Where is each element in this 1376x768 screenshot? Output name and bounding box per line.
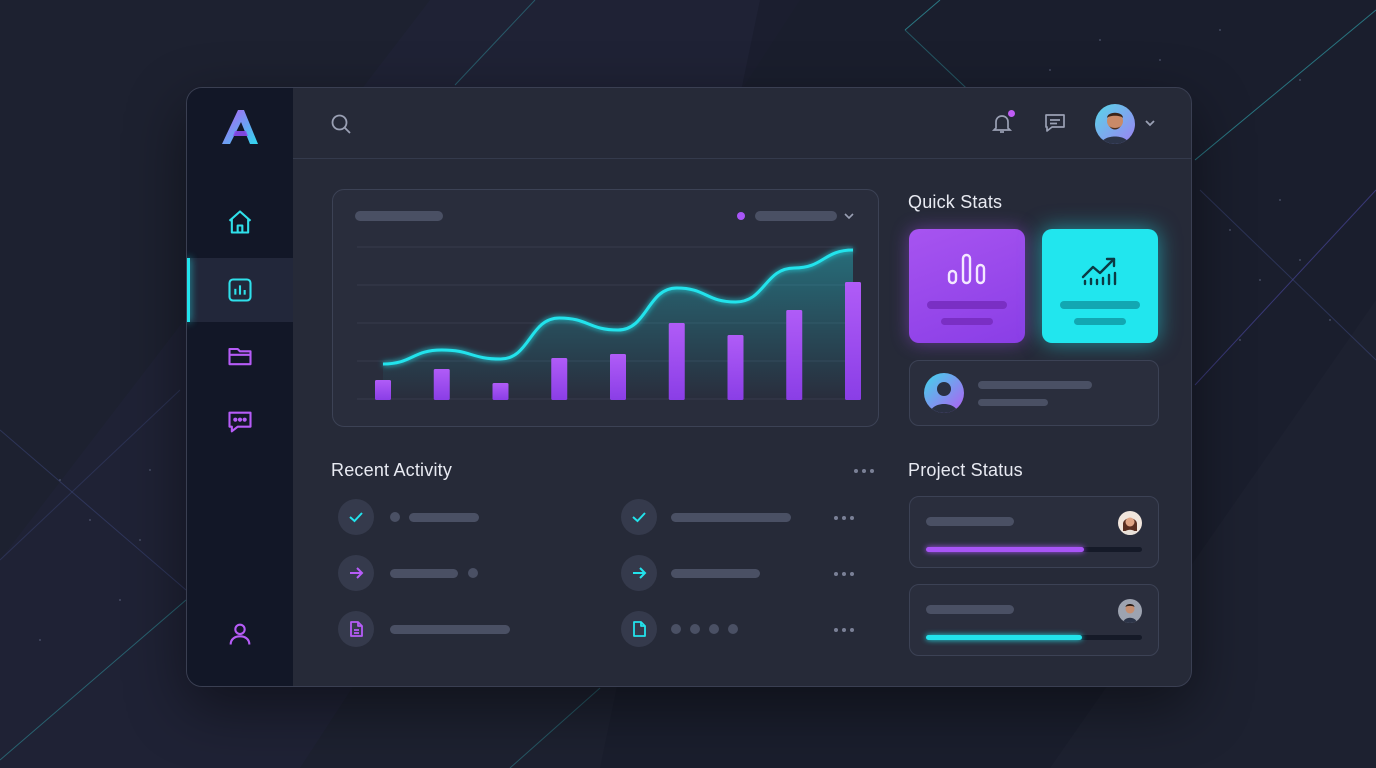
project-name-placeholder [926,605,1014,614]
chart-bar [610,354,626,400]
chart-bar [492,383,509,400]
user-role-placeholder [978,399,1048,406]
project-progress-fill [926,635,1082,640]
home-icon [228,210,252,234]
bar-chart-icon [947,253,986,285]
more-horizontal-icon[interactable] [854,469,874,473]
activity-dot [390,512,400,522]
activity-icon-file [621,611,657,647]
avatar [1118,599,1142,623]
activity-text-placeholder [671,569,760,578]
sidebar-item-files[interactable] [187,324,293,388]
chart-bar [375,380,391,400]
project-progress-fill [926,547,1084,552]
message-icon [1045,114,1065,132]
legend-dot [737,212,745,220]
sidebar-item-home[interactable] [187,190,293,254]
project-name-placeholder [926,517,1014,526]
period-selector-placeholder[interactable] [755,211,837,221]
chart-bar [845,282,861,400]
avatar [1118,511,1142,535]
user-summary-card[interactable] [909,360,1159,426]
project-card[interactable] [909,584,1159,656]
chart-title-placeholder [355,211,443,221]
user-avatar[interactable] [1095,104,1135,144]
stat-sub-placeholder [1074,318,1126,325]
quick-stat-card-purple[interactable] [909,229,1025,343]
sidebar-item-analytics[interactable] [187,258,293,322]
chevron-down-icon [1145,120,1155,127]
quick-stat-card-cyan[interactable] [1042,229,1158,343]
combo-chart [357,246,861,400]
avatar [924,373,964,413]
avatar-portrait [1101,112,1129,144]
loading-dots [671,624,738,634]
activity-icon-arrow [338,555,374,591]
analytics-chart-card [332,189,879,427]
sidebar-item-messages[interactable] [187,390,293,454]
search-icon [331,114,351,134]
activity-icon-check [621,499,657,535]
arrow-right-icon [350,567,364,579]
project-status-title: Project Status [908,460,1023,480]
avatar-portrait [1122,517,1138,535]
user-icon [229,623,251,645]
activity-text-placeholder [390,625,510,634]
notifications-button[interactable] [989,110,1015,136]
user-silhouette-icon [930,382,958,413]
chat-icon [228,411,252,433]
more-horizontal-icon[interactable] [834,516,854,520]
stat-label-placeholder [927,301,1007,309]
activity-icon-file [338,611,374,647]
stat-label-placeholder [1060,301,1140,309]
chart-bar [727,335,744,400]
activity-text-placeholder [671,513,791,522]
chevron-down-icon[interactable] [843,210,855,222]
chart-bar [668,323,685,400]
avatar-portrait [1123,604,1137,623]
notification-dot [1008,110,1015,117]
folder-icon [228,347,252,366]
trending-up-icon [1081,257,1117,286]
recent-activity-title: Recent Activity [331,460,453,480]
dashboard-window: Quick Stats Recent Activity [186,87,1192,687]
more-horizontal-icon[interactable] [834,628,854,632]
activity-text-placeholder [390,569,458,578]
activity-text-placeholder [409,513,479,522]
check-icon [349,512,363,523]
project-progress-track [926,547,1142,552]
messages-button[interactable] [1042,110,1068,136]
user-name-placeholder [978,381,1092,389]
check-icon [632,512,646,523]
top-bar [293,88,1191,159]
more-horizontal-icon[interactable] [834,572,854,576]
stat-sub-placeholder [941,318,993,325]
file-icon [350,621,363,637]
arrow-right-icon [633,567,647,579]
bell-icon [991,115,1013,133]
line-series [382,248,854,366]
quick-stats-title: Quick Stats [908,192,1003,212]
bar-chart-icon [228,278,252,302]
sidebar-item-profile[interactable] [187,602,293,666]
activity-dot [468,568,478,578]
chart-bar [551,358,568,400]
project-card[interactable] [909,496,1159,568]
file-icon [633,621,646,637]
project-progress-track [926,635,1142,640]
brand-logo-icon [222,110,258,144]
activity-icon-check [338,499,374,535]
chart-bar [433,369,450,400]
account-menu-toggle[interactable] [1143,116,1157,130]
sidebar [187,88,293,686]
chart-bar [786,310,803,400]
search-button[interactable] [329,112,353,136]
activity-icon-arrow [621,555,657,591]
